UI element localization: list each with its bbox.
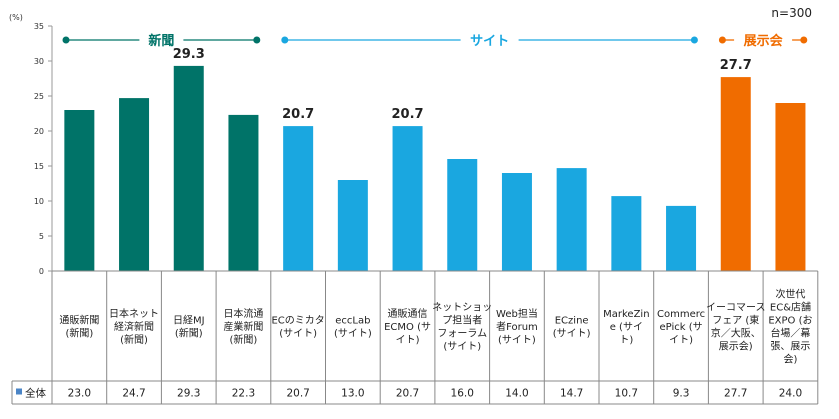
bar bbox=[775, 103, 806, 271]
bars bbox=[64, 65, 806, 272]
bar bbox=[337, 180, 368, 271]
group-bracket-dot bbox=[281, 36, 289, 44]
y-tick-label: 35 bbox=[34, 22, 44, 31]
category-label: イーコマースフェア (東京／大阪、展示会) bbox=[706, 303, 766, 353]
y-tick-label: 10 bbox=[34, 197, 44, 206]
data-labels: 29.3 20.7 20.7 27.7 bbox=[173, 47, 752, 122]
category-label: 通販通信 ECMO (サイト) bbox=[384, 308, 431, 346]
data-label: 20.7 bbox=[282, 107, 314, 122]
category-label: 日本流通産業新聞(新聞) bbox=[223, 307, 263, 346]
category-label: eccLab (サイト) bbox=[334, 316, 372, 340]
bar bbox=[64, 110, 95, 271]
y-tick-label: 5 bbox=[39, 232, 44, 241]
bar bbox=[228, 114, 259, 272]
table-value: 23.0 bbox=[68, 388, 91, 400]
category-label: Web担当者Forum (サイト) bbox=[496, 307, 538, 346]
category-label: ECzine (サイト) bbox=[553, 316, 591, 340]
table-value: 22.3 bbox=[232, 388, 255, 400]
category-label: ECのミカタ(サイト) bbox=[271, 315, 324, 340]
bar bbox=[283, 126, 314, 271]
category-label: ネットショップ担当者フォーラム(サイト) bbox=[432, 302, 492, 353]
data-table: 通販新聞(新聞) 日本ネット経済新聞(新聞) 日経MJ (新聞) 日本流通産業新聞(新聞… bbox=[11, 270, 819, 405]
bar bbox=[392, 126, 423, 271]
group-bracket-dot bbox=[690, 36, 698, 44]
table-value: 10.7 bbox=[615, 388, 638, 400]
sample-size-label: n=300 bbox=[771, 6, 812, 20]
data-label: 20.7 bbox=[392, 107, 424, 122]
group-brackets: 新聞 サイト 展示会 bbox=[62, 33, 808, 49]
table-value: 24.0 bbox=[779, 388, 802, 400]
bar bbox=[720, 77, 751, 271]
group-bracket-dot bbox=[800, 36, 808, 44]
group-label: サイト bbox=[470, 34, 509, 49]
table-value: 27.7 bbox=[724, 388, 747, 400]
table-value: 20.7 bbox=[396, 388, 419, 400]
table-value: 16.0 bbox=[451, 388, 474, 400]
category-label: 日本ネット経済新聞(新聞) bbox=[109, 307, 159, 346]
category-label: 日経MJ (新聞) bbox=[173, 314, 205, 340]
table-value: 24.7 bbox=[122, 388, 145, 400]
table-value: 14.7 bbox=[560, 388, 583, 400]
y-tick-label: 0 bbox=[39, 267, 44, 276]
y-tick-label: 15 bbox=[34, 162, 44, 171]
table-value: 13.0 bbox=[341, 388, 364, 400]
series-name: 全体 bbox=[25, 387, 46, 400]
group-bracket-dot bbox=[253, 36, 261, 44]
data-label: 29.3 bbox=[173, 47, 205, 62]
data-label: 27.7 bbox=[720, 58, 752, 73]
y-tick-label: 30 bbox=[34, 57, 44, 66]
bar bbox=[119, 98, 150, 271]
bar bbox=[501, 173, 532, 271]
group-label: 展示会 bbox=[744, 33, 784, 49]
group-bracket-dot bbox=[62, 36, 70, 44]
category-label: MarkeZin e (サイト) bbox=[603, 309, 649, 346]
bar bbox=[556, 168, 587, 271]
category-label: 次世代 EC&店舗 EXPO (お台場／幕張、展示会) bbox=[768, 288, 812, 366]
bar bbox=[611, 196, 642, 271]
table-value: 29.3 bbox=[177, 388, 200, 400]
bar bbox=[173, 65, 204, 272]
category-label: Commerc ePick (サイト) bbox=[657, 309, 705, 346]
y-unit-label: (%) bbox=[9, 13, 23, 22]
group-bracket-dot bbox=[718, 36, 726, 44]
category-label: 通販新聞(新聞) bbox=[59, 314, 99, 340]
legend-swatch bbox=[16, 388, 22, 395]
table-value: 9.3 bbox=[673, 388, 690, 400]
y-tick-label: 20 bbox=[34, 127, 44, 136]
table-value: 20.7 bbox=[286, 388, 309, 400]
bar bbox=[447, 159, 478, 271]
y-axis: 0 5 10 15 20 25 30 35 bbox=[34, 22, 53, 276]
y-tick-label: 25 bbox=[34, 92, 44, 101]
bar bbox=[666, 205, 697, 271]
table-value: 14.0 bbox=[505, 388, 528, 400]
group-label: 新聞 bbox=[148, 33, 174, 49]
